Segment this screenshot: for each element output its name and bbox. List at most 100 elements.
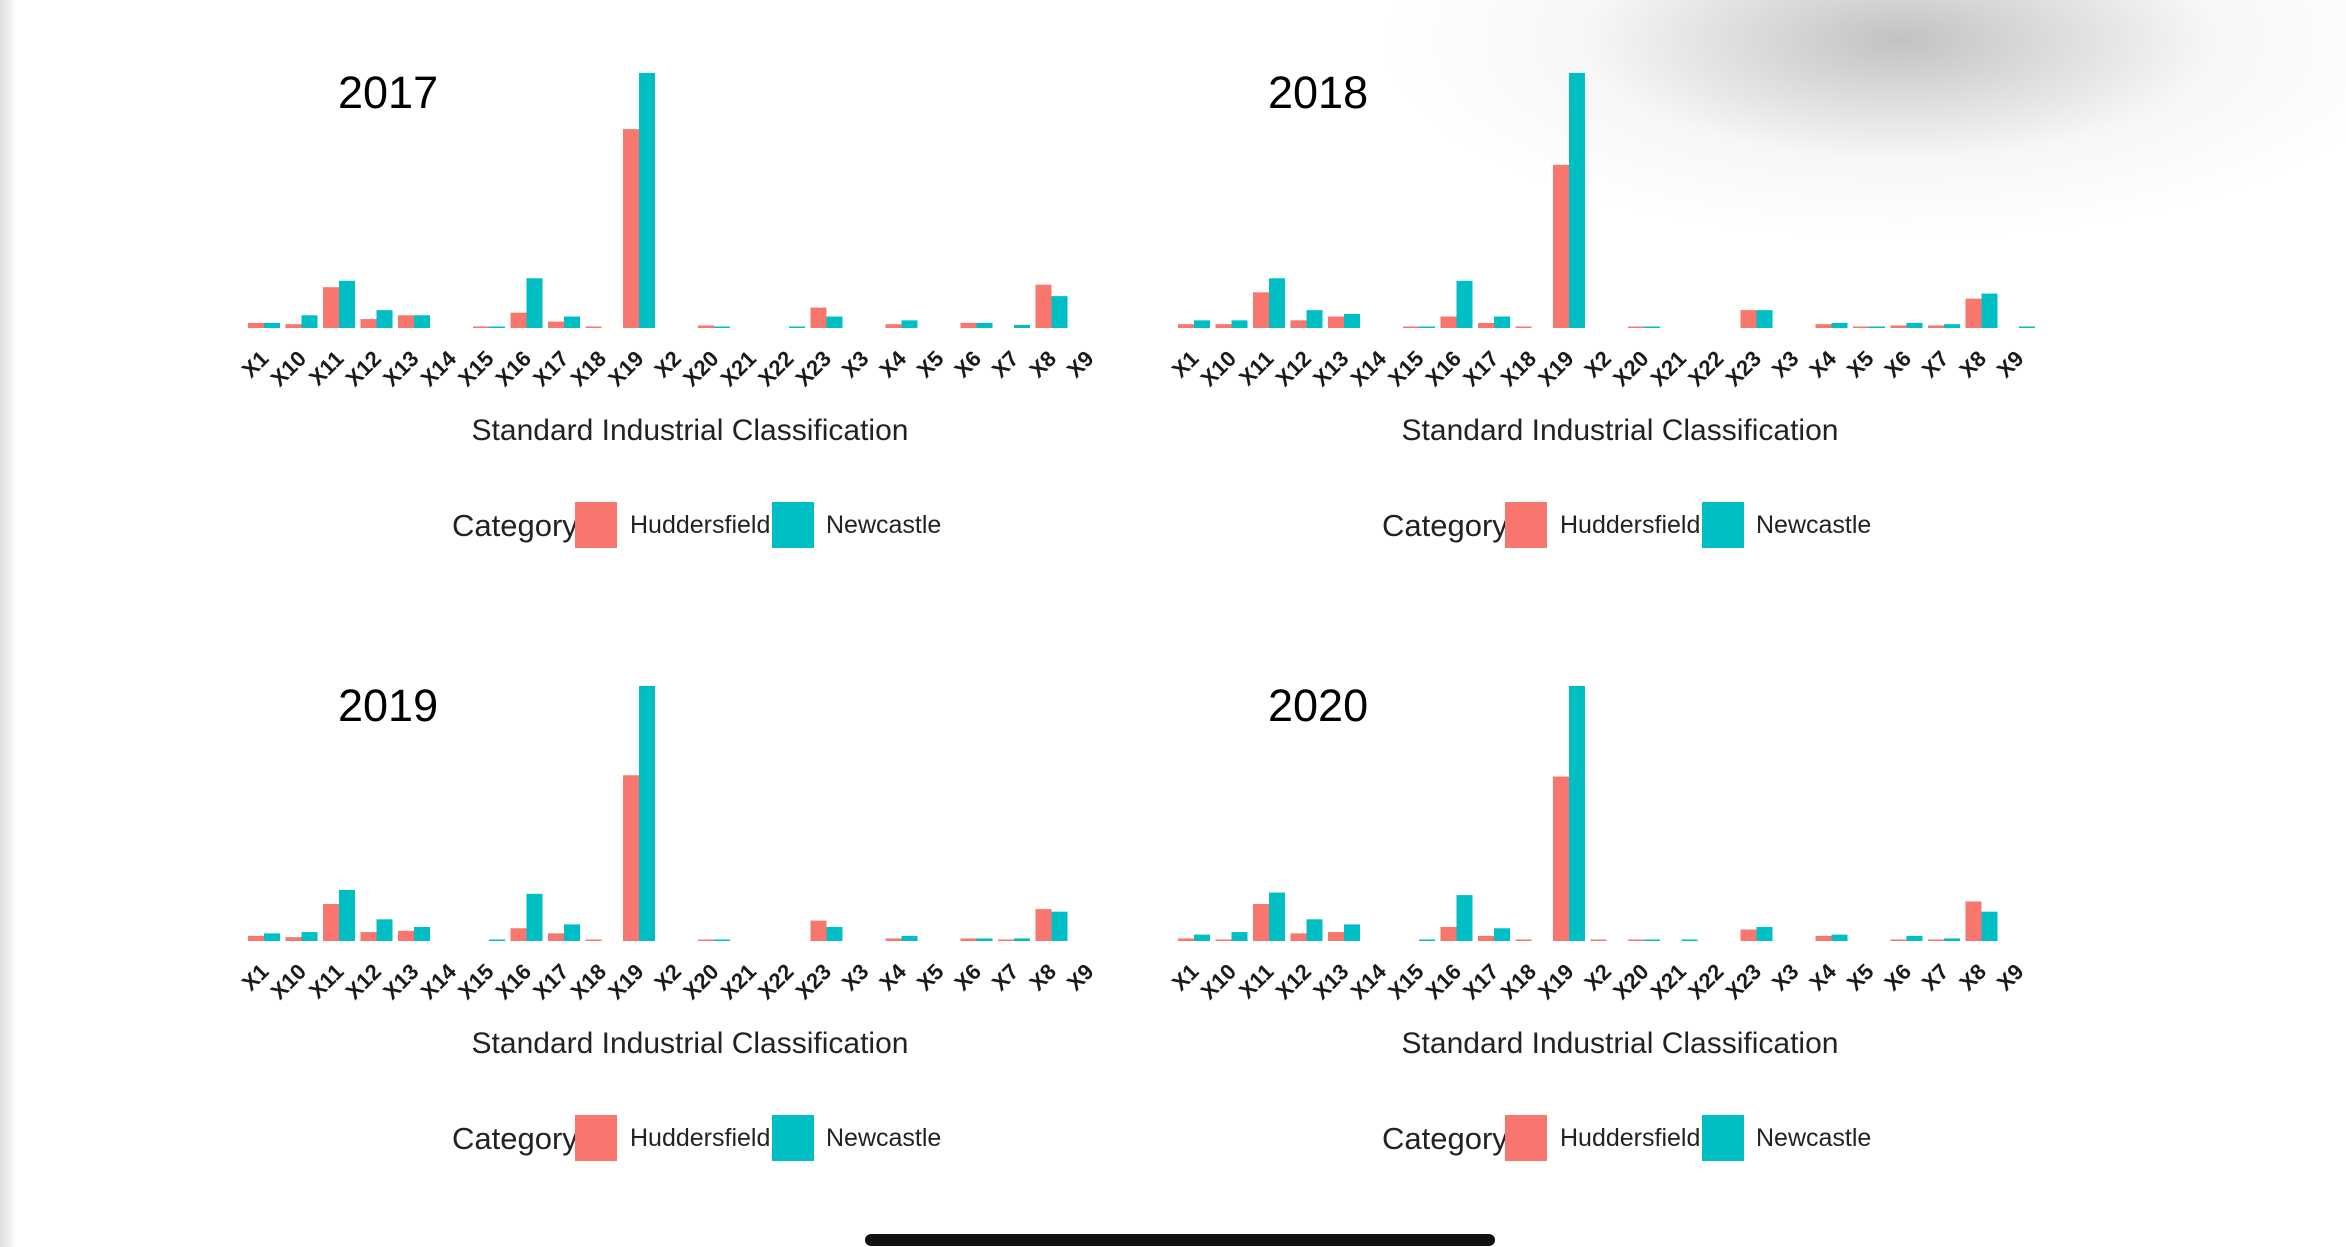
x-tick-label: X10 [266,959,311,1004]
x-tick-label: X14 [416,958,462,1004]
x-tick-label: X19 [603,346,648,391]
home-indicator[interactable] [865,1234,1495,1246]
x-tick-label: X16 [1421,346,1466,391]
bar-huddersfield-x20 [698,939,714,941]
legend-label-huddersfield: Huddersfield [1560,1124,1700,1152]
x-tick-label: X6 [1879,959,1916,996]
x-tick-label: X12 [341,346,386,391]
bar-huddersfield-x15 [473,326,489,328]
bar-huddersfield-x12 [1290,933,1307,941]
bar-huddersfield-x11 [323,287,339,328]
x-tick-label: X23 [791,346,836,391]
x-tick-label: X16 [491,959,536,1004]
bar-huddersfield-x8 [1035,909,1052,941]
bar-huddersfield-x6 [1890,939,1907,941]
bar-newcastle-x20 [714,326,730,328]
x-tick-label: X19 [1533,346,1578,391]
bar-huddersfield-x23 [810,920,827,941]
bar-newcastle-x19 [639,73,655,328]
bar-newcastle-x7 [1014,938,1030,941]
legend-label-huddersfield: Huddersfield [1560,511,1700,539]
x-tick-label: X3 [837,346,874,383]
bar-huddersfield-x11 [323,904,339,941]
bar-newcastle-x13 [414,926,430,941]
bar-huddersfield-x6 [1890,325,1907,328]
x-tick-label: X16 [1421,959,1466,1004]
bar-huddersfield-x5 [1853,326,1869,328]
bar-huddersfield-x1 [248,935,264,941]
legend-key-huddersfield [1505,502,1547,548]
x-tick-label: X6 [1879,346,1916,383]
x-tick-label: X5 [1842,346,1879,383]
x-tick-label: X9 [1992,346,2029,383]
x-tick-label: X22 [1683,346,1728,391]
bar-newcastle-x10 [1231,932,1248,941]
panel-title: 2019 [338,680,438,731]
x-tick-label: X12 [1271,346,1316,391]
bar-newcastle-x23 [826,316,843,328]
bar-huddersfield-x7 [1928,939,1944,941]
bar-newcastle-x20 [1644,326,1660,328]
bar-newcastle-x12 [1306,310,1323,328]
legend-title: Category [452,1121,578,1156]
bar-newcastle-x9 [2019,326,2035,328]
x-tick-label: X20 [678,346,723,391]
bar-huddersfield-x16 [1440,926,1457,941]
x-tick-label: X4 [1804,345,1841,382]
x-tick-label: X21 [1646,959,1691,1004]
bar-newcastle-x1 [1194,934,1210,941]
x-tick-label: X3 [1767,959,1804,996]
bar-newcastle-x1 [264,933,280,941]
x-tick-label: X18 [1496,959,1541,1004]
x-tick-label: X21 [716,959,761,1004]
x-tick-label: X23 [1721,346,1766,391]
bar-huddersfield-x7 [1928,325,1944,328]
bar-newcastle-x10 [1231,320,1248,328]
x-tick-label: X15 [453,959,498,1004]
x-tick-label: X20 [1608,959,1653,1004]
x-tick-label: X7 [1917,959,1954,996]
bar-huddersfield-x18 [1515,939,1532,941]
x-tick-label: X17 [1458,346,1503,391]
bar-huddersfield-x16 [510,312,527,328]
bar-newcastle-x17 [564,924,580,941]
bar-newcastle-x1 [264,322,280,328]
x-tick-label: X18 [566,959,611,1004]
bar-newcastle-x11 [1269,278,1285,328]
x-tick-label: X22 [753,959,798,1004]
bar-newcastle-x11 [1269,892,1285,941]
x-tick-label: X4 [874,345,911,382]
x-tick-label: X12 [1271,959,1316,1004]
legend-key-newcastle [772,1115,814,1161]
x-tick-label: X11 [1234,959,1279,1004]
bar-newcastle-x12 [1306,919,1323,941]
legend-title: Category [1382,508,1508,543]
bar-newcastle-x23 [1756,310,1773,328]
x-tick-label: X18 [1496,346,1541,391]
legend: Category Huddersfield Newcastle [1382,502,1871,548]
bar-newcastle-x10 [301,932,318,941]
bar-newcastle-x17 [564,316,580,328]
bar-newcastle-x15 [489,326,505,328]
legend-title: Category [452,508,578,543]
legend-label-newcastle: Newcastle [826,1124,941,1152]
bar-huddersfield-x16 [510,928,527,941]
x-axis-title: Standard Industrial Classification [1402,414,1839,447]
bar-newcastle-x8 [1051,296,1068,328]
legend-key-huddersfield [1505,1115,1547,1161]
bar-newcastle-x21 [1681,939,1698,941]
bar-huddersfield-x16 [1440,316,1457,328]
bar-newcastle-x4 [901,320,918,328]
bar-huddersfield-x4 [885,938,902,941]
x-tick-label: X20 [678,959,723,1004]
bar-newcastle-x13 [1344,924,1360,941]
legend-key-huddersfield [575,502,617,548]
x-tick-label: X7 [1917,346,1954,383]
x-tick-label: X15 [453,346,498,391]
bar-newcastle-x12 [376,919,393,941]
bar-newcastle-x13 [414,315,430,328]
legend-title: Category [1382,1121,1508,1156]
x-tick-label: X11 [1234,346,1279,391]
x-tick-label: X18 [566,346,611,391]
